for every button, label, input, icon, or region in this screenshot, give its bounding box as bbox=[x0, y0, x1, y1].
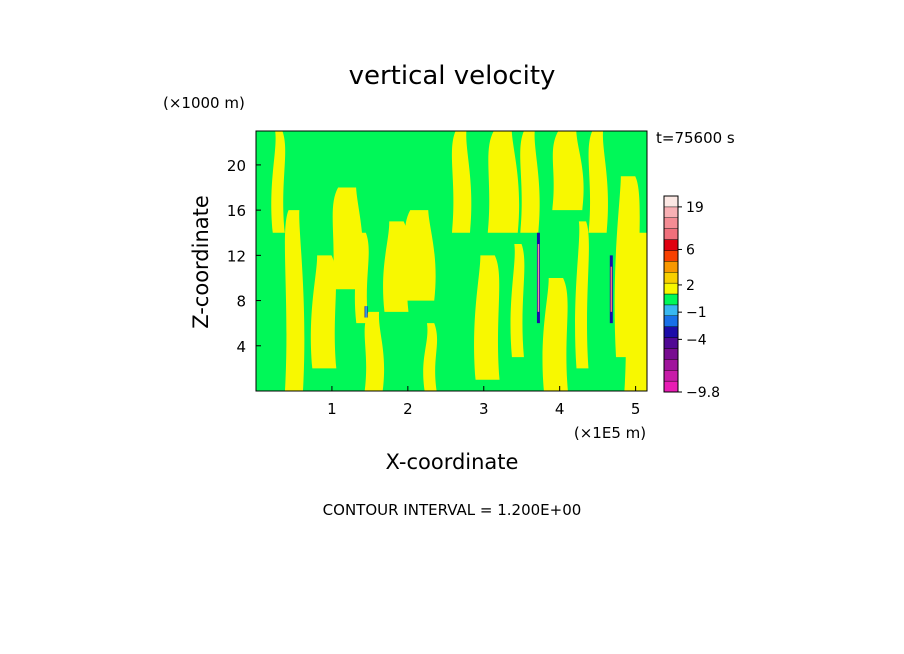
updraft-band bbox=[451, 131, 472, 233]
y-tick-label: 4 bbox=[236, 338, 246, 356]
updraft-band bbox=[354, 232, 369, 324]
colorbar-tick-label: 19 bbox=[686, 200, 704, 216]
colorbar-tick-label: 2 bbox=[686, 278, 695, 294]
colorbar-cell bbox=[663, 359, 679, 371]
colorbar-tick-label: −1 bbox=[686, 305, 707, 321]
colorbar-cell bbox=[663, 206, 679, 218]
updraft-band bbox=[310, 255, 337, 369]
updraft-band bbox=[383, 221, 409, 312]
contour-field bbox=[256, 131, 647, 391]
y-unit-label: (×1000 m) bbox=[163, 94, 245, 112]
colorbar-cell bbox=[663, 195, 679, 208]
x-tick-label: 1 bbox=[327, 400, 337, 418]
updraft-band bbox=[404, 210, 436, 301]
colorbar-cell bbox=[663, 282, 679, 295]
updraft-band bbox=[487, 131, 520, 233]
updraft-band bbox=[552, 131, 584, 211]
colorbar-cell bbox=[663, 272, 679, 284]
y-tick-label: 12 bbox=[227, 247, 246, 265]
colorbar-cell bbox=[663, 261, 679, 273]
contour-interval-note: CONTOUR INTERVAL = 1.200E+00 bbox=[323, 501, 582, 519]
colorbar-cell bbox=[663, 304, 679, 316]
colorbar-tick-label: 6 bbox=[686, 242, 695, 258]
colorbar-cells bbox=[663, 195, 679, 393]
updraft-band bbox=[423, 323, 438, 391]
y-tick-label: 20 bbox=[227, 157, 246, 175]
updraft-bands bbox=[271, 131, 647, 391]
updraft-band bbox=[542, 277, 568, 391]
updraft-band bbox=[510, 244, 525, 358]
x-tick-label: 5 bbox=[631, 400, 641, 418]
colorbar-cell bbox=[663, 293, 679, 306]
colorbar-cell bbox=[663, 228, 679, 240]
updraft-band bbox=[588, 131, 609, 233]
colorbar-cell bbox=[663, 326, 679, 338]
updraft-band bbox=[271, 131, 286, 233]
colorbar-frame bbox=[663, 195, 679, 393]
updraft-band bbox=[284, 210, 305, 391]
colorbar-tick-label: −4 bbox=[686, 332, 707, 348]
chart-title: vertical velocity bbox=[349, 61, 556, 91]
y-axis: 4 8 12 16 20 bbox=[227, 157, 261, 356]
updraft-band bbox=[332, 187, 364, 290]
x-tick-label: 2 bbox=[403, 400, 413, 418]
y-tick-label: 8 bbox=[236, 293, 246, 311]
updraft-band bbox=[520, 131, 540, 233]
updraft-band bbox=[624, 232, 647, 391]
updraft-band bbox=[575, 221, 589, 369]
y-axis-title: Z-coordinate bbox=[189, 195, 213, 329]
x-axis-title: X-coordinate bbox=[386, 450, 519, 474]
colorbar-cell bbox=[663, 250, 679, 262]
colorbar: 19 6 2 −1 −4 −9.8 bbox=[663, 195, 720, 401]
colorbar-labels: 19 6 2 −1 −4 −9.8 bbox=[678, 200, 720, 401]
colorbar-cell bbox=[663, 239, 679, 251]
updraft-band bbox=[474, 255, 500, 380]
updraft-band bbox=[364, 311, 385, 391]
convective-cores bbox=[364, 232, 613, 324]
colorbar-tick-label: −9.8 bbox=[686, 385, 720, 401]
x-tick-label: 4 bbox=[555, 400, 565, 418]
y-tick-label: 16 bbox=[227, 202, 246, 220]
colorbar-cell bbox=[663, 380, 679, 393]
colorbar-cell bbox=[663, 370, 679, 382]
time-label: t=75600 s bbox=[656, 129, 735, 147]
colorbar-cell bbox=[663, 337, 679, 349]
colorbar-cell bbox=[663, 315, 679, 327]
x-unit-label: (×1E5 m) bbox=[574, 424, 646, 442]
colorbar-cell bbox=[663, 348, 679, 360]
x-tick-label: 3 bbox=[479, 400, 489, 418]
x-axis: 1 2 3 4 5 bbox=[327, 386, 640, 418]
colorbar-cell bbox=[663, 217, 679, 229]
plot-frame bbox=[255, 130, 648, 392]
